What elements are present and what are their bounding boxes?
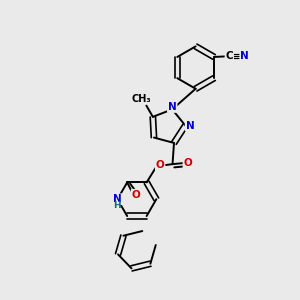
Text: N: N: [113, 194, 122, 204]
Text: O: O: [184, 158, 192, 168]
Text: N: N: [168, 102, 177, 112]
Text: N: N: [186, 121, 194, 130]
Text: N: N: [240, 51, 249, 62]
Text: H: H: [113, 201, 121, 210]
Text: O: O: [132, 190, 140, 200]
Text: C: C: [226, 51, 233, 62]
Text: CH₃: CH₃: [131, 94, 151, 103]
Text: O: O: [156, 160, 164, 170]
